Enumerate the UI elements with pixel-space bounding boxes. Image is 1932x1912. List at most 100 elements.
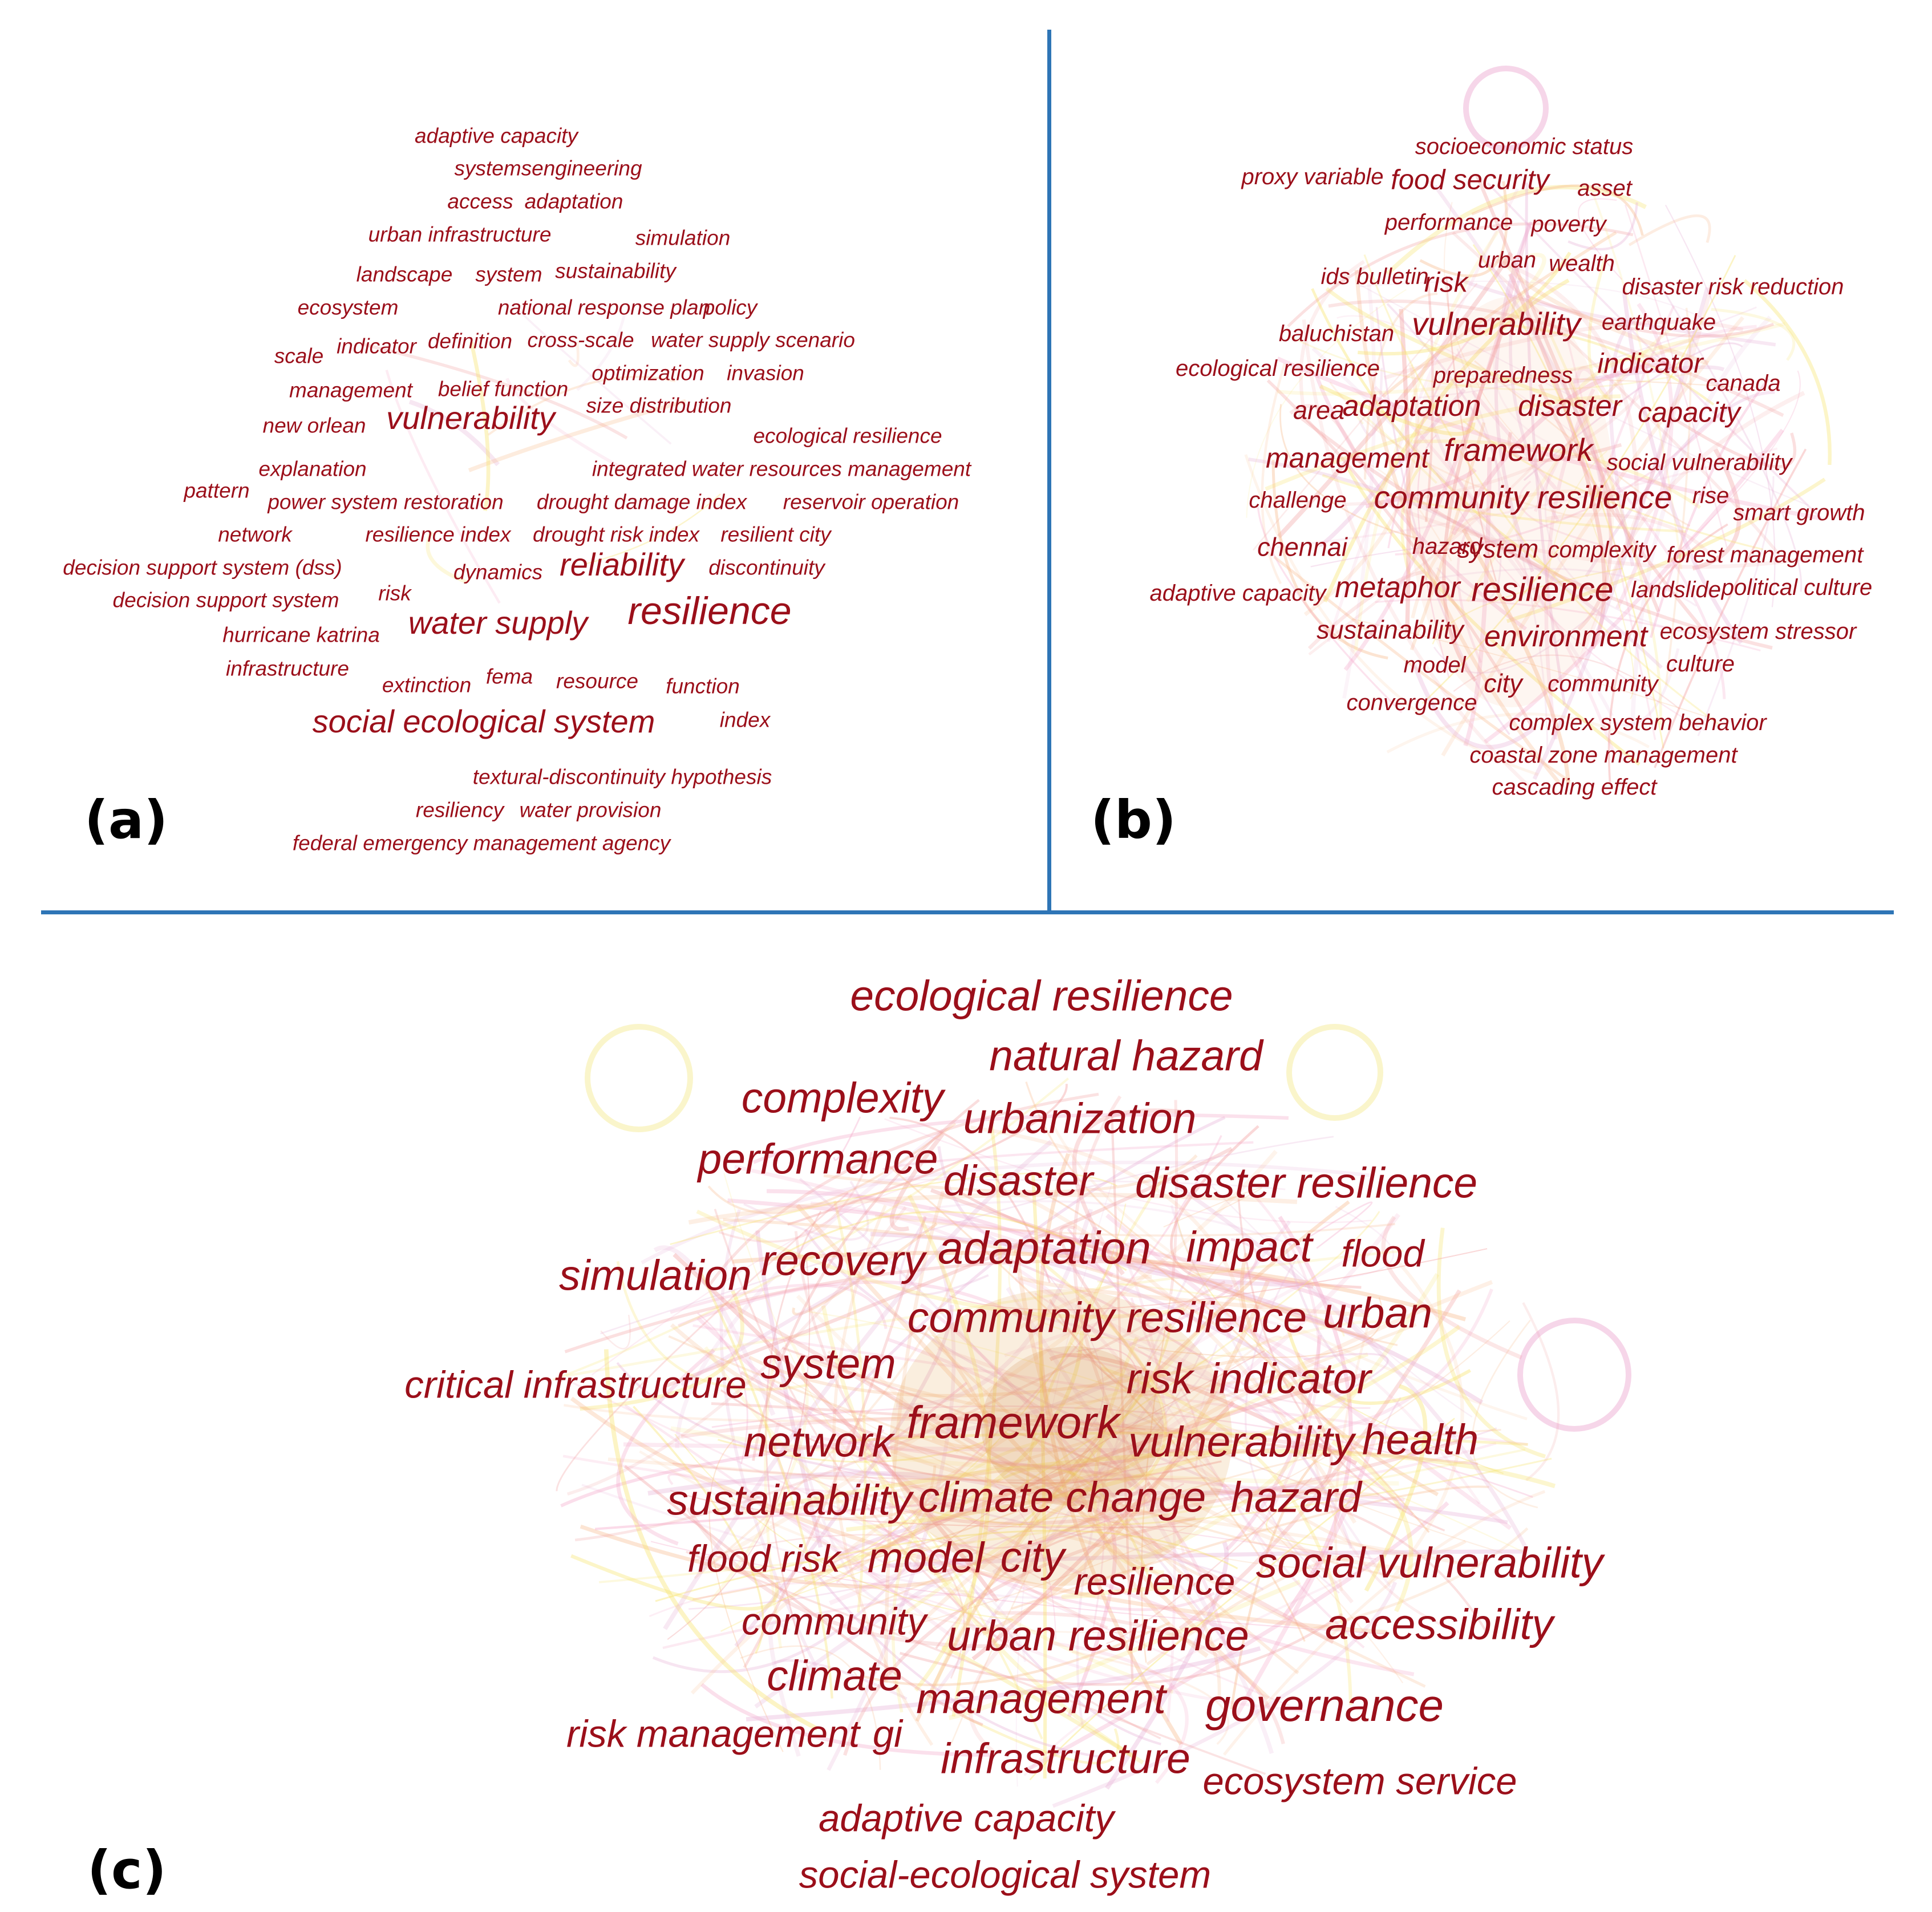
cluster-loop-c-topleft xyxy=(585,1024,693,1132)
keyword-b-community-resilience: community resilience xyxy=(1374,479,1672,515)
panel-label-c: (c) xyxy=(87,1840,167,1901)
keyword-b-ecological-resilience: ecological resilience xyxy=(1176,356,1380,381)
keyword-c-community-resilience: community resilience xyxy=(907,1293,1307,1342)
keyword-b-ecosystem-stressor: ecosystem stressor xyxy=(1659,619,1857,644)
panel-label-b: (b) xyxy=(1091,789,1176,850)
keyword-a-social-ecological-system: social ecological system xyxy=(312,703,655,739)
keyword-a-infrastructure: infrastructure xyxy=(226,657,349,680)
keyword-b-metaphor: metaphor xyxy=(1335,571,1460,604)
keyword-c-sustainability: sustainability xyxy=(667,1476,912,1524)
keyword-b-rise: rise xyxy=(1692,483,1730,508)
keyword-b-forest-management: forest management xyxy=(1666,542,1864,568)
keyword-c-accessibility: accessibility xyxy=(1325,1600,1554,1648)
keyword-c-climate-change: climate change xyxy=(918,1473,1206,1521)
horizontal-divider xyxy=(41,910,1894,914)
keyword-b-preparedness: preparedness xyxy=(1433,363,1573,388)
keyword-b-landslide: landslide xyxy=(1631,577,1721,602)
keyword-b-urban: urban xyxy=(1477,248,1537,273)
keyword-c-network: network xyxy=(743,1417,894,1466)
keyword-a-risk: risk xyxy=(378,581,411,605)
keyword-b-proxy-variable: proxy variable xyxy=(1241,164,1384,189)
keyword-c-gi: gi xyxy=(872,1712,903,1756)
keyword-a-discontinuity: discontinuity xyxy=(708,556,825,580)
keyword-b-model: model xyxy=(1403,653,1466,678)
keyword-b-risk: risk xyxy=(1424,267,1468,298)
keyword-b-resilience: resilience xyxy=(1471,570,1614,609)
keyword-a-landscape: landscape xyxy=(356,262,453,286)
keyword-b-challenge: challenge xyxy=(1249,488,1347,513)
keyword-c-simulation: simulation xyxy=(559,1251,752,1299)
keyword-c-framework: framework xyxy=(906,1397,1120,1448)
keyword-a-belief-function: belief function xyxy=(438,377,569,401)
keyword-a-indicator: indicator xyxy=(337,334,416,358)
keyword-b-complexity: complexity xyxy=(1548,537,1656,562)
keyword-b-capacity: capacity xyxy=(1638,397,1740,428)
keyword-a-explanation: explanation xyxy=(258,457,367,481)
keyword-a-ecological-resilience: ecological resilience xyxy=(753,424,942,448)
keyword-c-system: system xyxy=(760,1339,896,1388)
keyword-a-dynamics: dynamics xyxy=(453,560,543,584)
keyword-b-social-vulnerability: social vulnerability xyxy=(1606,450,1792,475)
keyword-c-critical-infrastructure: critical infrastructure xyxy=(404,1363,747,1407)
keyword-a-resilience-index: resilience index xyxy=(365,522,511,546)
keyword-c-urban: urban xyxy=(1323,1289,1432,1337)
keyword-a-sustainability: sustainability xyxy=(555,259,676,283)
keyword-c-health: health xyxy=(1362,1415,1479,1464)
keyword-b-baluchistan: baluchistan xyxy=(1278,321,1395,346)
keyword-b-smart-growth: smart growth xyxy=(1733,500,1865,525)
keyword-a-pattern: pattern xyxy=(184,479,250,503)
network-core-b xyxy=(1409,297,1614,707)
keyword-b-performance: performance xyxy=(1384,210,1513,235)
keyword-c-climate: climate xyxy=(767,1651,902,1700)
keyword-a-fema: fema xyxy=(485,665,533,688)
keyword-c-social-vulnerability: social vulnerability xyxy=(1255,1538,1603,1587)
keyword-a-hurricane-katrina: hurricane katrina xyxy=(222,623,380,647)
keyword-c-infrastructure: infrastructure xyxy=(941,1734,1190,1783)
keyword-a-vulnerability: vulnerability xyxy=(386,400,555,436)
network-edges-c xyxy=(552,1077,1560,1808)
keyword-c-social-ecological-system: social-ecological system xyxy=(799,1853,1212,1897)
keyword-b-community: community xyxy=(1548,671,1658,696)
keyword-a-water-provision: water provision xyxy=(519,798,662,822)
panel-label-a: (a) xyxy=(84,789,168,850)
keyword-a-policy: policy xyxy=(703,295,758,319)
keyword-b-convergence: convergence xyxy=(1346,690,1477,715)
keyword-b-adaptation: adaptation xyxy=(1342,390,1481,423)
keyword-a-definition: definition xyxy=(427,329,513,353)
keyword-c-ecological-resilience: ecological resilience xyxy=(850,971,1233,1020)
keyword-c-management: management xyxy=(916,1674,1166,1723)
keyword-c-urbanization: urbanization xyxy=(963,1094,1197,1143)
keyword-a-access: access xyxy=(447,189,513,213)
keyword-a-power-system-restoration: power system restoration xyxy=(268,490,504,514)
keyword-a-water-supply-scenario: water supply scenario xyxy=(651,328,855,352)
keyword-a-urban-infrastructure: urban infrastructure xyxy=(368,222,552,246)
keyword-a-resource: resource xyxy=(556,669,638,693)
keyword-a-invasion: invasion xyxy=(727,361,804,385)
keyword-b-adaptive-capacity: adaptive capacity xyxy=(1149,581,1326,606)
network-edges-b xyxy=(1244,173,1832,788)
keyword-c-urban-resilience: urban resilience xyxy=(947,1611,1249,1660)
keyword-a-function: function xyxy=(666,674,740,698)
cluster-loop-c-topright xyxy=(1286,1024,1383,1121)
keyword-c-ecosystem-service: ecosystem service xyxy=(1202,1760,1517,1803)
keyword-c-disaster: disaster xyxy=(943,1156,1093,1205)
keyword-b-coastal-zone-management: coastal zone management xyxy=(1469,743,1737,768)
keyword-a-adaptation: adaptation xyxy=(524,189,623,213)
keyword-b-chennai: chennai xyxy=(1257,532,1347,562)
keyword-b-ids-bulletin: ids bulletin xyxy=(1321,264,1429,289)
keyword-b-vulnerability: vulnerability xyxy=(1412,306,1581,342)
network-edges-a xyxy=(360,310,721,604)
keyword-c-performance: performance xyxy=(698,1135,938,1183)
keyword-a-index: index xyxy=(719,708,771,732)
keyword-b-asset: asset xyxy=(1577,176,1632,201)
keyword-a-new-orlean: new orlean xyxy=(262,414,366,438)
keyword-a-water-supply: water supply xyxy=(408,605,588,641)
keyword-a-network: network xyxy=(218,522,292,546)
cluster-loop-b-top xyxy=(1463,66,1549,151)
keyword-a-extinction: extinction xyxy=(382,673,472,697)
keyword-b-sustainability: sustainability xyxy=(1317,615,1464,645)
keyword-a-system: system xyxy=(475,262,542,286)
